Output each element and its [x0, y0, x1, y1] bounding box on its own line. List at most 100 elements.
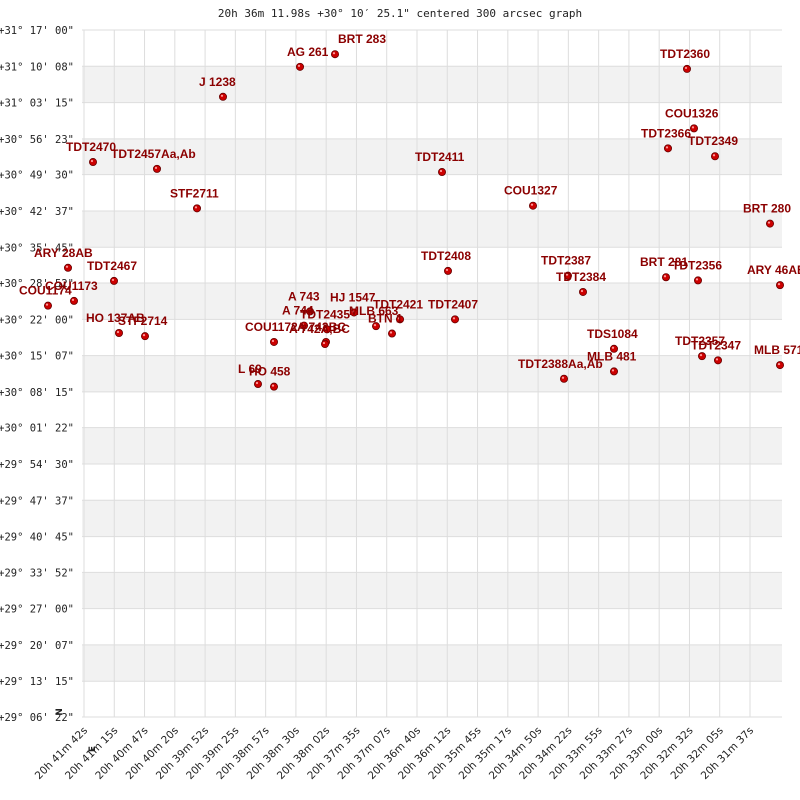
x-tick-label: 20h 41m 15s — [63, 725, 120, 782]
y-tick-label: +30° 22' 00" — [0, 314, 74, 326]
compass-north: N — [55, 708, 65, 716]
grid-band — [82, 355, 782, 392]
star-highlight — [767, 221, 771, 224]
star-highlight — [142, 334, 146, 337]
star-marker — [269, 337, 278, 346]
star-marker — [579, 287, 588, 296]
star-label: TDT2408 — [421, 249, 471, 263]
star-marker — [70, 296, 79, 305]
x-tick-label: 20h 34m 50s — [487, 725, 544, 782]
star-highlight — [220, 94, 224, 97]
y-axis-ticks: +31° 17' 00" +31° 10' 08" +31° 03' 15" +30°… — [0, 25, 74, 724]
x-tick-label: 20h 32m 05s — [668, 725, 725, 782]
y-tick-label: +29° 20' 07" — [0, 640, 74, 652]
star-label: BTN 1 — [368, 312, 403, 326]
y-tick-label: +29° 27' 00" — [0, 604, 74, 616]
star-marker — [776, 361, 785, 370]
star-label: ARY 28AB — [34, 246, 93, 260]
star-highlight — [665, 146, 669, 149]
y-tick-label: +29° 40' 45" — [0, 532, 74, 544]
star-label: A 744 — [282, 304, 314, 318]
star-label: STF2711 — [170, 186, 219, 200]
star-highlight — [324, 327, 328, 330]
x-tick-label: 20h 33m 27s — [578, 725, 635, 782]
grid-band — [82, 644, 782, 682]
star-marker — [560, 374, 569, 383]
star-label: COU1173 — [45, 279, 98, 293]
star-marker — [694, 276, 703, 285]
grid-band — [82, 500, 782, 537]
grid-band — [82, 283, 782, 320]
x-tick-label: 20h 35m 17s — [457, 725, 514, 782]
x-tick-label: 20h 32m 32s — [638, 725, 695, 782]
star-label: TDT2347 — [691, 338, 741, 352]
compass-rose: N E — [55, 708, 98, 752]
star-highlight — [301, 323, 305, 326]
star-label: TDT2387 — [541, 254, 591, 268]
star-marker — [698, 352, 707, 361]
star-label: TDT2411 — [415, 150, 465, 164]
star-marker — [269, 382, 278, 391]
y-tick-label: +30° 08' 15" — [0, 387, 74, 399]
star-marker — [330, 50, 339, 59]
star-marker — [714, 356, 723, 365]
star-label: A 742A,BC — [289, 322, 350, 336]
star-marker — [320, 340, 329, 349]
star-highlight — [322, 341, 326, 345]
x-tick-label: 20h 37m 35s — [305, 725, 362, 782]
y-tick-label: +31° 10' 08" — [0, 61, 74, 73]
x-tick-label: 20h 31m 37s — [699, 725, 756, 782]
star-marker — [662, 273, 671, 282]
star-label: TDT2457Aa,Ab — [111, 147, 196, 161]
y-tick-label: +30° 35' 45" — [0, 242, 74, 254]
star-marker — [115, 328, 124, 337]
star-label: TDT2356 — [672, 258, 722, 272]
star-marker — [437, 168, 446, 177]
star-marker — [305, 307, 314, 316]
x-tick-label: 20h 34m 22s — [517, 725, 574, 782]
star-highlight — [90, 159, 94, 163]
star-label: TDT2366 — [641, 126, 691, 140]
star-highlight — [271, 384, 275, 387]
star-label: HO 137AB — [86, 311, 145, 325]
star-highlight — [373, 324, 377, 327]
x-tick-label: 20h 36m 40s — [366, 725, 423, 782]
star-markers — [44, 50, 785, 391]
x-tick-label: 20h 37m 07s — [335, 725, 392, 782]
x-tick-label: 20h 39m 52s — [154, 725, 211, 782]
star-marker — [766, 219, 775, 228]
star-highlight — [116, 330, 120, 334]
y-tick-label: +29° 54' 30" — [0, 459, 74, 471]
x-tick-label: 20h 39m 25s — [184, 725, 241, 782]
star-marker — [140, 332, 149, 341]
star-marker — [690, 124, 699, 133]
star-highlight — [297, 64, 301, 67]
y-tick-label: +29° 13' 15" — [0, 676, 74, 688]
star-marker — [64, 263, 73, 272]
star-highlight — [695, 278, 699, 281]
star-marker — [443, 266, 452, 275]
star-marker — [395, 315, 404, 324]
y-tick-label: +30° 01' 22" — [0, 423, 74, 435]
grid-band — [82, 427, 782, 464]
star-label: TDT2360 — [660, 47, 710, 61]
x-tick-label: 20h 33m 55s — [547, 725, 604, 782]
y-tick-label: +30° 15' 07" — [0, 351, 74, 363]
star-marker — [192, 204, 201, 213]
star-marker — [218, 92, 227, 101]
star-highlight — [255, 381, 259, 385]
star-marker — [610, 367, 619, 376]
y-tick-label: +29° 06' 22" — [0, 712, 74, 724]
star-marker — [683, 64, 692, 73]
star-label: TDT2470 — [66, 140, 116, 154]
star-marker — [776, 281, 785, 290]
x-tick-label: 20h 33m 00s — [608, 725, 665, 782]
star-marker — [610, 344, 619, 353]
star-highlight — [580, 289, 584, 293]
x-tick-label: 20h 40m 20s — [124, 725, 181, 782]
star-highlight — [194, 206, 198, 209]
star-marker — [110, 276, 119, 285]
star-marker — [253, 380, 262, 389]
